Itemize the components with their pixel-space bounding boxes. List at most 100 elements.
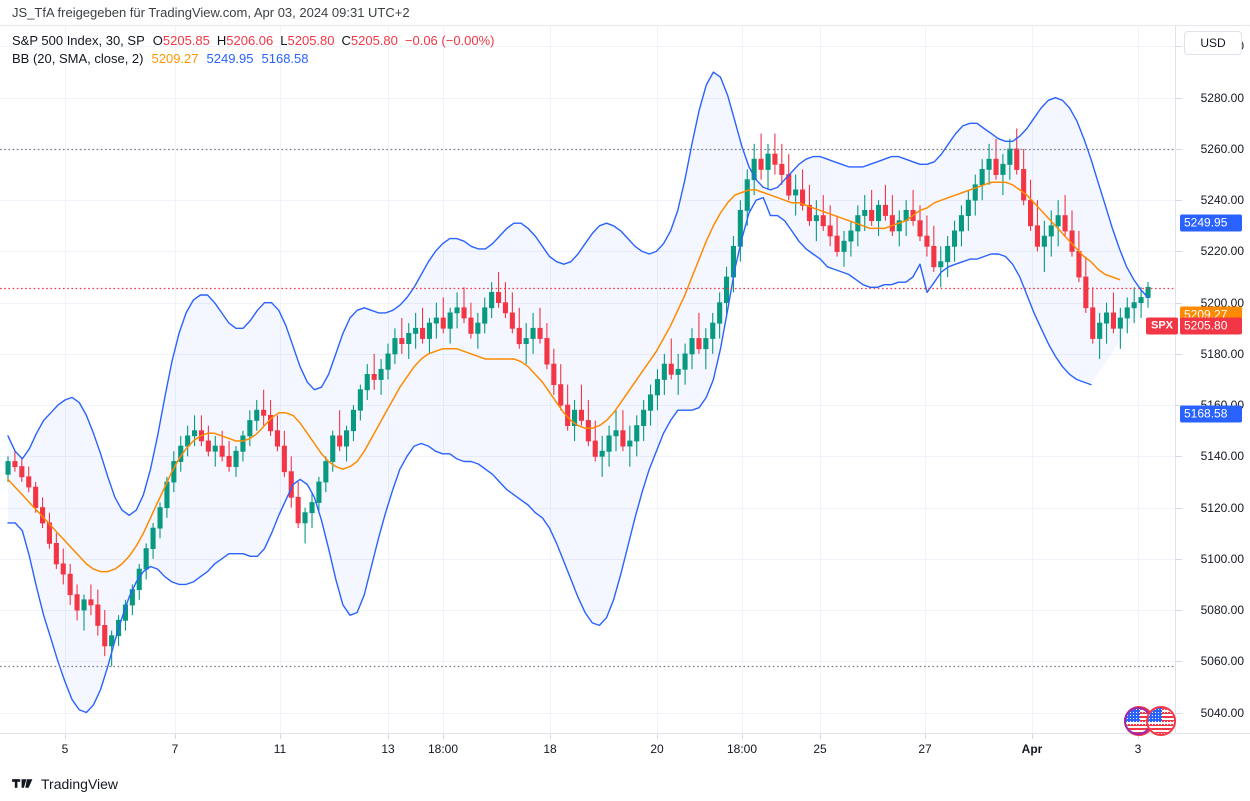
time-tick-label: 20 [650,742,664,756]
price-tick [1176,149,1182,150]
candle-body [1104,312,1110,324]
candle-body [744,179,750,211]
candle-body [12,461,18,467]
candle-body [661,363,667,380]
chart-canvas[interactable] [0,26,1176,733]
candle-body [330,435,336,462]
bb-upper-badge[interactable]: 5249.95 [1180,214,1242,232]
economic-event-flag-2[interactable] [1146,706,1176,736]
candle-body [426,322,432,339]
price-tick [1176,354,1182,355]
candle-body [157,507,163,529]
price-axis[interactable]: 5300.005280.005260.005240.005220.005200.… [1176,26,1250,733]
candle-body [88,599,94,606]
legend-row-bb[interactable]: BB (20, SMA, close, 2) 5209.27 5249.95 5… [12,50,495,68]
time-tick-label: Apr [1021,742,1043,756]
candle-body [489,291,495,309]
candle-body [378,368,384,380]
candle-body [648,394,654,411]
candle-body [1041,235,1047,247]
candle-body [95,604,101,626]
bb-lower-badge[interactable]: 5168.58 [1180,405,1242,423]
candle-body [136,568,142,590]
candle-body [696,338,702,350]
legend-open-value: 5205.85 [162,33,210,48]
currency-label: USD [1200,36,1226,50]
time-tick-label: 18:00 [427,742,459,756]
candle-body [102,625,108,647]
candle-body [1138,297,1144,303]
price-tick [1176,98,1182,99]
symbol-price-tag[interactable]: SPX [1146,317,1179,335]
time-tick-label: 5 [61,742,69,756]
price-tick-label: 5240.00 [1200,193,1244,208]
candle-body [682,353,688,370]
candle-body [1062,215,1068,232]
candle-body [454,307,460,314]
candle-body [993,158,999,175]
candle-body [1097,322,1103,339]
candle-body [958,215,964,232]
legend-row-symbol[interactable]: S&P 500 Index, 30, SP O 5205.85 H 5206.06 … [12,32,495,50]
time-tick [925,734,926,739]
candle-body [468,317,474,334]
legend-high-value: 5206.06 [226,33,274,48]
candle-body [302,512,308,524]
time-tick [820,734,821,739]
legend-close-value: 5205.80 [350,33,398,48]
axis-corner [1176,733,1250,766]
candle-body [1076,250,1082,278]
candle-body [979,168,985,186]
bollinger-basis-line [7,181,1121,573]
candle-body [876,204,882,222]
time-tick [1138,734,1139,739]
time-tick [742,734,743,739]
candle-body [620,430,626,447]
candle-body [710,322,716,339]
candle-body [5,461,11,475]
price-tick [1176,251,1182,252]
candle-body [848,230,854,242]
candle-body [323,461,329,483]
legend-open-key: O [152,33,163,48]
economic-event-flags[interactable] [1124,706,1178,736]
candle-body [516,327,522,345]
candle-body [1083,276,1089,309]
bollinger-lower-line [7,196,1092,714]
currency-button[interactable]: USD [1184,31,1242,55]
price-tick [1176,713,1182,714]
candle-body [309,502,315,514]
price-tick-label: 5200.00 [1200,295,1244,310]
candle-body [337,435,343,447]
candle-body [1124,307,1130,319]
candle-body [882,204,888,216]
candle-body [33,486,39,509]
candle-body [558,384,564,406]
candle-body [862,209,868,216]
candle-body [1007,148,1013,165]
legend-bb-name: BB (20, SMA, close, 2) [12,51,144,66]
candle-body [191,430,198,437]
legend-high-key: H [216,33,227,48]
time-tick [388,734,389,739]
time-tick-label: 18:00 [726,742,758,756]
candle-body [896,220,902,232]
candle-body [634,425,640,442]
candle-body [641,409,647,427]
candle-body [537,327,543,339]
candle-body [578,409,584,421]
time-tick [443,734,444,739]
candle-body [226,455,232,467]
price-tick [1176,405,1182,406]
candle-body [81,599,87,611]
candle-body [654,379,660,396]
legend-symbol: S&P 500 Index, 30, SP [12,33,145,48]
time-axis[interactable]: 5 7 11 13 18:00 18 20 18:00 25 27 Apr 3 [0,733,1175,766]
candle-body [751,158,757,181]
candle-body [233,450,239,468]
candle-body [461,307,467,319]
candle-body [530,327,536,339]
last-price-badge[interactable]: 5205.80 [1180,317,1242,335]
candle-body [357,389,363,411]
price-tick-label: 5180.00 [1200,346,1244,361]
